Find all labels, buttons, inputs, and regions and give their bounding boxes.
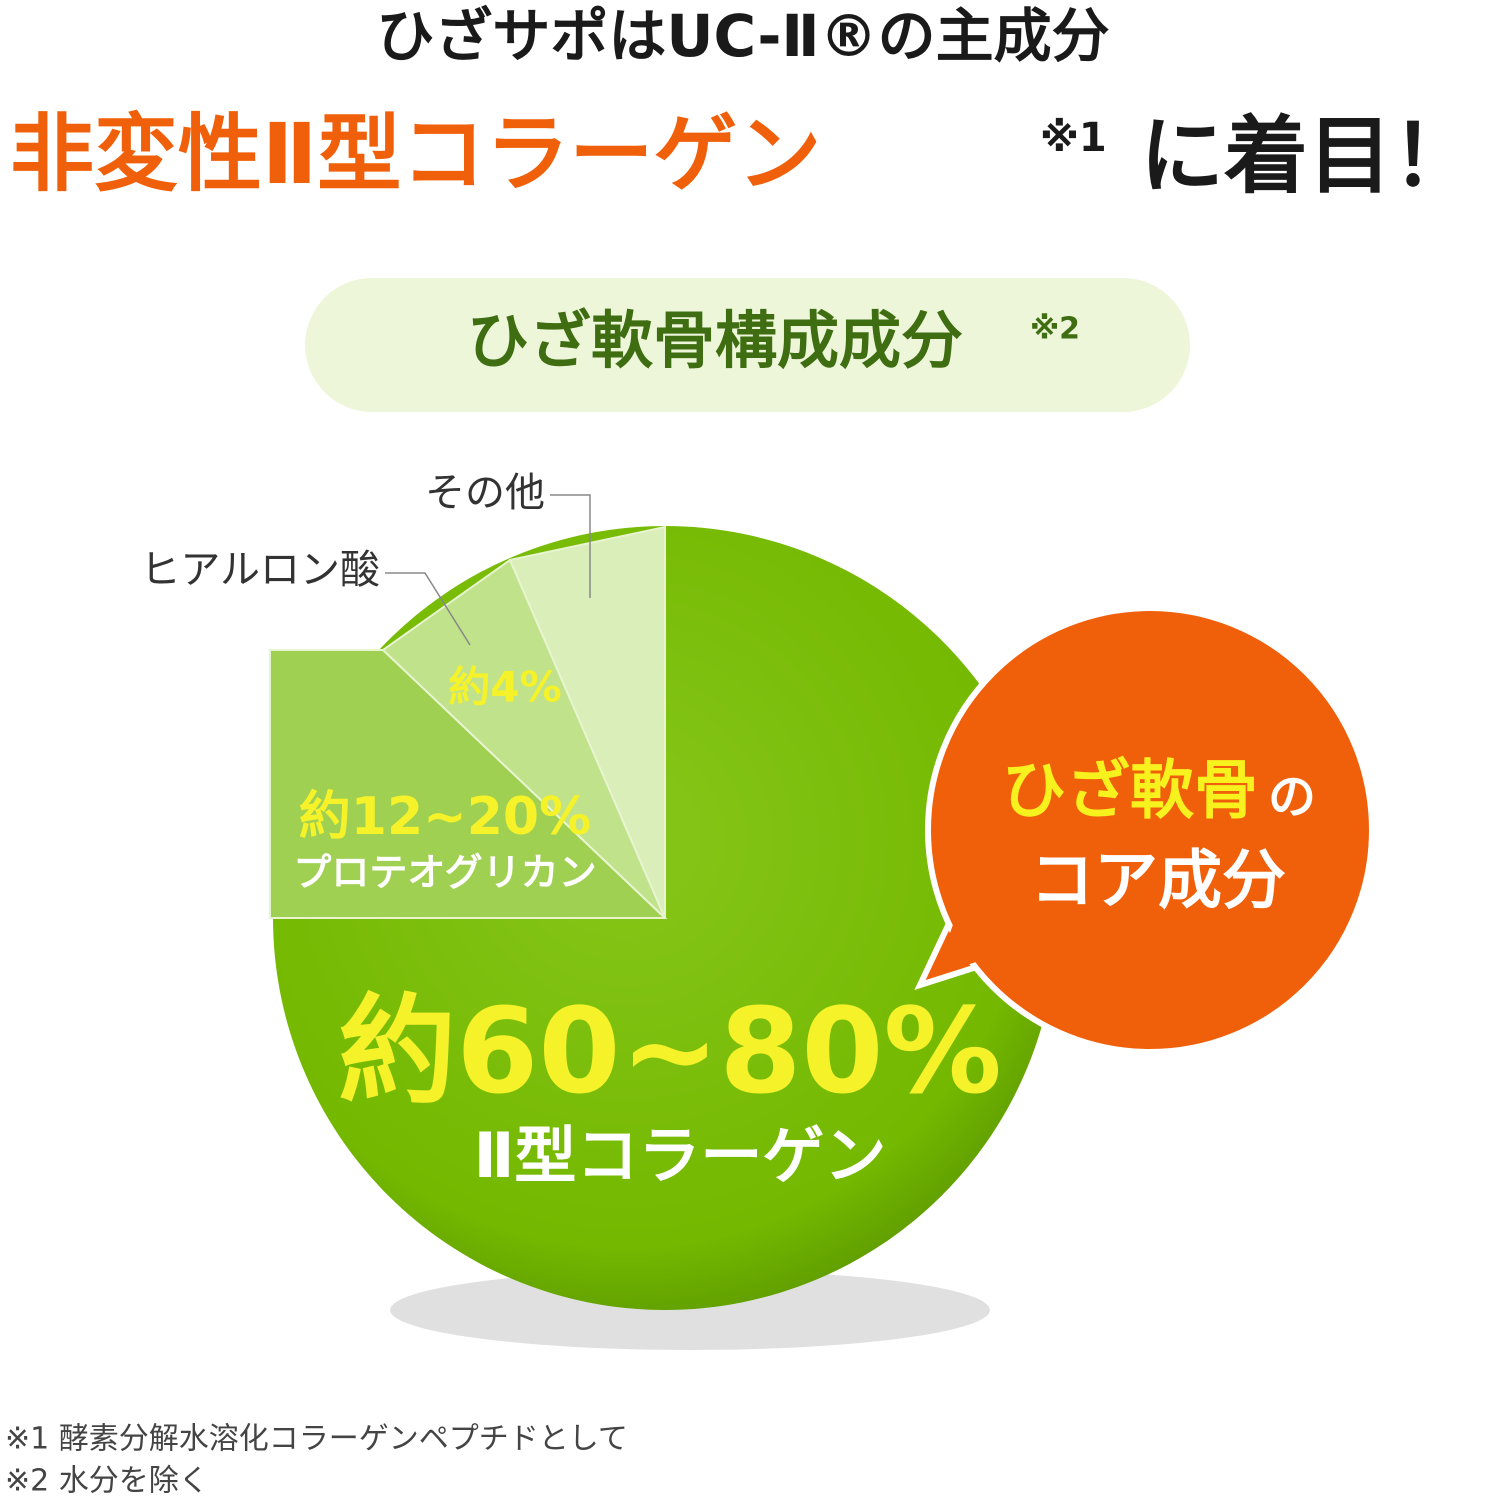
header-line1: ひざサポはUC-Ⅱ®の主成分 xyxy=(376,2,1109,70)
pill xyxy=(305,278,1190,412)
leader-line xyxy=(550,494,591,598)
label-collagen: Ⅱ型コラーゲン xyxy=(474,1119,887,1192)
header-note: ※1 xyxy=(1040,115,1107,161)
label-proteoglycan: プロテオグリカン xyxy=(293,851,596,895)
pill-note: ※2 xyxy=(1030,312,1080,347)
bubble xyxy=(925,605,1375,1055)
bubble-highlight: ひざ軟骨 xyxy=(1002,755,1258,829)
bubble-particle: の xyxy=(1268,769,1316,825)
share-hyaluronic: 約4% xyxy=(448,663,561,712)
shadow xyxy=(390,1270,990,1350)
header-highlight: 非変性Ⅱ型コラーゲン xyxy=(10,105,821,203)
share-collagen: 約60~80% xyxy=(338,982,1002,1120)
bubble-line2: コア成分 xyxy=(1030,845,1286,919)
footnote: ※1 酵素分解水溶化コラーゲンペプチドとして xyxy=(5,1422,628,1457)
slice-other xyxy=(508,525,666,919)
label-other: その他 xyxy=(425,470,545,516)
leader-line xyxy=(385,572,471,646)
pill-title: ひざ軟骨構成成分 xyxy=(467,304,963,377)
footnote: ※2 水分を除く xyxy=(5,1464,209,1499)
bubble-tail-fill xyxy=(935,905,1030,975)
share-proteoglycan: 約12~20% xyxy=(299,787,591,847)
header-rest: に着目！ xyxy=(1140,107,1476,205)
label-hyaluronic: ヒアルロン酸 xyxy=(140,547,380,593)
